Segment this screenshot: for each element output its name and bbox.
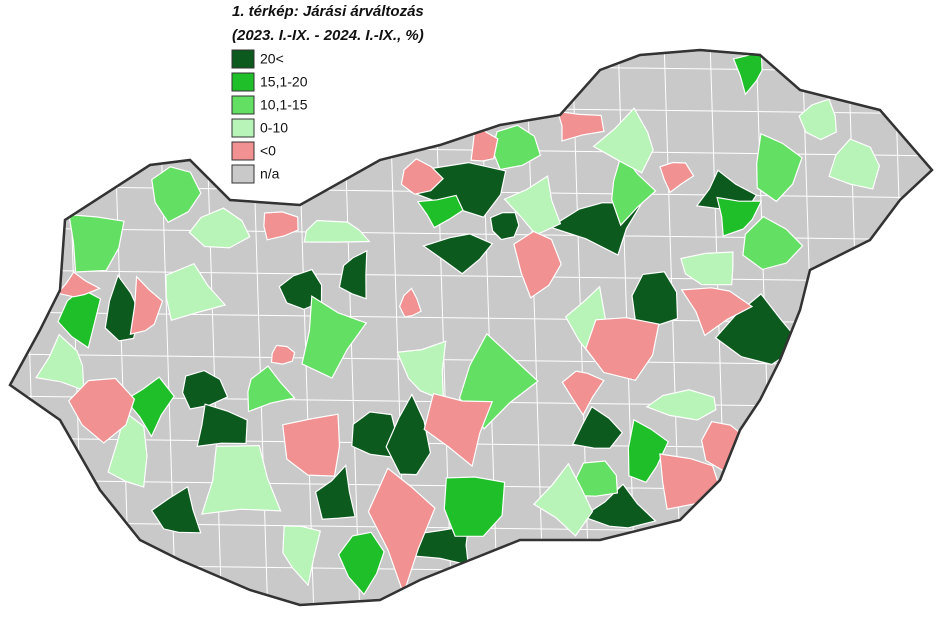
district xyxy=(631,271,679,327)
district xyxy=(282,525,322,587)
legend-label: 10,1-15 xyxy=(260,97,308,113)
district xyxy=(443,476,506,537)
district xyxy=(270,344,296,365)
map-subtitle: (2023. I.-IX. - 2024. I.-IX., %) xyxy=(232,27,424,44)
district xyxy=(659,161,695,194)
district xyxy=(247,365,296,413)
district xyxy=(416,194,464,229)
district xyxy=(385,393,432,476)
district xyxy=(398,287,422,318)
legend-label: 20< xyxy=(260,51,284,67)
district-border xyxy=(10,59,932,73)
district xyxy=(571,405,624,449)
district xyxy=(585,317,660,381)
district xyxy=(337,531,385,596)
district xyxy=(396,340,447,402)
district-border xyxy=(10,269,932,283)
legend-label: 0-10 xyxy=(260,120,288,136)
district xyxy=(400,158,444,195)
district xyxy=(513,230,562,299)
district xyxy=(367,467,436,596)
map-title: 1. térkép: Járási árváltozás xyxy=(232,3,424,20)
district xyxy=(67,377,136,444)
district xyxy=(303,219,371,243)
district xyxy=(503,175,562,236)
district xyxy=(263,211,299,241)
district xyxy=(561,370,605,417)
district xyxy=(188,207,251,249)
district xyxy=(592,107,654,174)
district xyxy=(68,214,125,273)
legend-swatch xyxy=(231,72,255,92)
district xyxy=(301,295,368,379)
district xyxy=(627,418,669,484)
district xyxy=(165,262,227,322)
district xyxy=(828,138,881,190)
district xyxy=(680,251,734,286)
district xyxy=(151,166,202,224)
district xyxy=(489,211,520,241)
legend-swatch xyxy=(231,49,255,69)
district xyxy=(645,389,717,421)
district xyxy=(196,403,248,448)
district-border xyxy=(19,50,39,605)
district xyxy=(680,287,754,337)
legend-swatch xyxy=(231,118,255,138)
district xyxy=(351,411,398,458)
district xyxy=(124,376,175,438)
district xyxy=(104,274,141,342)
district xyxy=(732,51,763,96)
district xyxy=(201,444,282,515)
district xyxy=(338,249,368,300)
district xyxy=(129,275,164,335)
district-border xyxy=(893,50,913,605)
district xyxy=(282,413,341,477)
district xyxy=(756,132,803,203)
legend-label: n/a xyxy=(260,166,280,182)
legend-label: 15,1-20 xyxy=(260,74,308,90)
legend-swatch xyxy=(231,95,255,115)
district xyxy=(716,196,763,237)
district xyxy=(556,110,605,142)
legend: 20< 15,1-20 10,1-15 0-10 <0 n/a xyxy=(231,49,308,184)
district xyxy=(423,392,494,468)
district xyxy=(742,215,804,271)
district xyxy=(150,485,202,534)
district xyxy=(532,462,594,537)
legend-label: <0 xyxy=(260,143,276,159)
country-border xyxy=(8,48,934,607)
district xyxy=(314,464,356,520)
district xyxy=(798,98,837,141)
legend-swatch xyxy=(231,164,255,184)
district-border xyxy=(10,563,932,577)
district xyxy=(491,124,542,171)
district xyxy=(422,233,494,275)
legend-swatch xyxy=(231,141,255,161)
district-border xyxy=(0,606,946,618)
